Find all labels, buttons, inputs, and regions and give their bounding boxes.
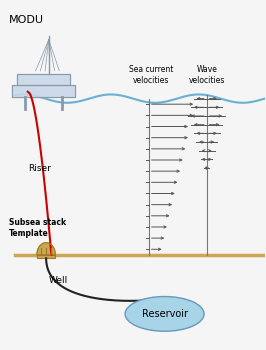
Polygon shape [12,85,75,97]
Text: Wave
velocities: Wave velocities [189,65,225,85]
Text: MODU: MODU [9,15,44,25]
Text: Subsea stack
Template: Subsea stack Template [9,218,66,238]
FancyBboxPatch shape [37,255,55,258]
Text: Reservoir: Reservoir [142,309,188,319]
Text: Sea current
velocities: Sea current velocities [129,65,174,85]
Text: Riser: Riser [28,163,51,173]
Polygon shape [37,243,55,255]
Polygon shape [17,74,70,85]
Ellipse shape [125,296,204,331]
Text: Well: Well [49,276,68,285]
